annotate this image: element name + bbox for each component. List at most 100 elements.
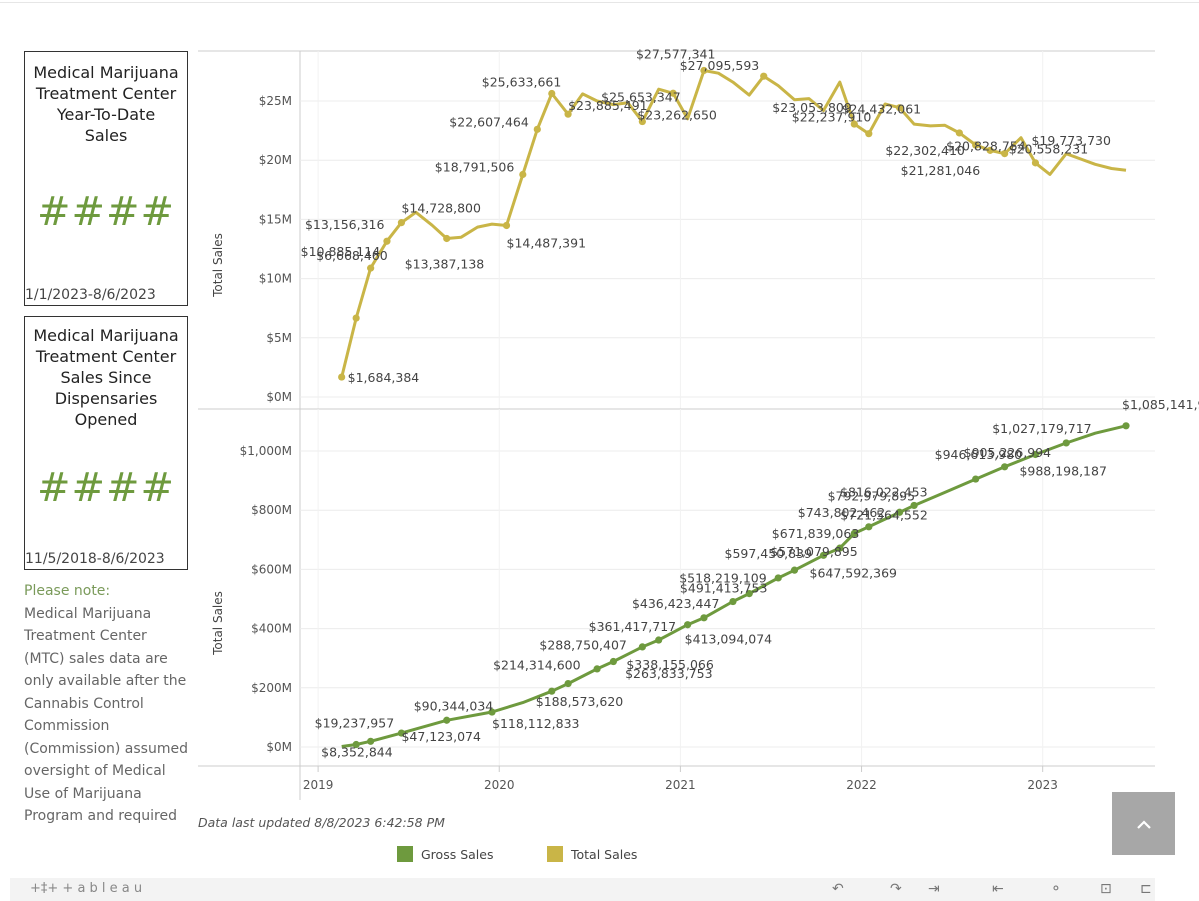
x-tick-label: 2019: [303, 778, 334, 792]
kpi-total-title-line: Sales Since: [60, 368, 152, 387]
data-label: $27,577,341: [636, 46, 716, 61]
data-point: [836, 544, 844, 552]
revert-icon[interactable]: ⇥: [928, 881, 940, 897]
data-point: [910, 501, 918, 510]
data-point: [367, 264, 375, 272]
note-line: (MTC) sales data are: [24, 650, 168, 667]
data-point: [700, 614, 708, 622]
data-point: [548, 89, 556, 98]
download-icon[interactable]: ⊡: [1100, 881, 1112, 897]
note-line: Commission: [24, 718, 110, 734]
data-point: [564, 679, 572, 688]
data-point: [638, 643, 646, 651]
undo-icon[interactable]: ↶: [832, 881, 844, 897]
note-line: (Commission) assumed: [24, 740, 188, 757]
note-line: Medical Marijuana: [24, 605, 152, 622]
kpi-total-title: Medical Marijuana Treatment Center Sales…: [25, 325, 187, 430]
data-label: $21,281,046: [901, 163, 981, 178]
note-line: Treatment Center: [24, 628, 147, 644]
fullscreen-icon[interactable]: ⊏: [1140, 881, 1152, 897]
data-point: [443, 234, 451, 243]
data-point: [700, 66, 708, 75]
data-label: $1,684,384: [348, 370, 420, 385]
data-label: $118,112,833: [492, 716, 579, 731]
kpi-ytd-card: Medical Marijuana Treatment Center Year-…: [24, 51, 188, 306]
kpi-ytd-title-line: Sales: [84, 126, 128, 145]
kpi-total-title-line: Dispensaries: [54, 389, 158, 408]
data-label: $10,885,114: [301, 244, 381, 259]
data-point: [397, 219, 406, 227]
y-tick-label: $25M: [259, 94, 292, 108]
legend-item-total[interactable]: Total Sales: [547, 846, 637, 862]
y-tick-label: $800M: [251, 503, 292, 517]
data-label: $47,123,074: [401, 729, 481, 744]
data-label: $671,839,063: [772, 526, 859, 541]
data-point: [850, 120, 858, 128]
y-tick-label: $10M: [259, 272, 292, 286]
data-point: [397, 729, 406, 737]
note-line: Program and required: [24, 808, 177, 824]
data-label: $8,352,844: [321, 745, 393, 760]
data-point: [638, 117, 646, 126]
data-point: [745, 590, 753, 598]
data-point: [955, 129, 963, 137]
data-label: $1,027,179,717: [992, 421, 1091, 436]
scroll-to-top-button[interactable]: [1112, 792, 1175, 855]
data-label: $792,979,895: [828, 488, 915, 503]
data-point: [564, 110, 572, 118]
data-point: [760, 72, 768, 80]
data-label: $19,237,957: [315, 715, 395, 730]
data-label: $214,314,600: [493, 658, 581, 673]
data-point: [1001, 149, 1009, 158]
data-point: [488, 708, 496, 716]
data-point: [1001, 463, 1009, 471]
kpi-total-range: 11/5/2018-8/6/2023: [25, 551, 165, 567]
data-label: $6,668,460: [316, 248, 388, 263]
data-label: $20,828,754: [946, 138, 1026, 153]
data-point: [865, 130, 873, 138]
data-point: [729, 597, 737, 606]
refresh-icon[interactable]: ⇤: [992, 881, 1004, 897]
data-label: $23,262,650: [637, 108, 717, 123]
data-point: [669, 89, 677, 97]
data-label: $436,423,447: [632, 596, 719, 611]
data-point: [655, 636, 663, 644]
data-label: $597,450,839: [725, 546, 813, 561]
data-label: $22,607,464: [449, 114, 529, 129]
data-label: $413,094,074: [685, 632, 773, 647]
data-point: [352, 314, 360, 322]
kpi-ytd-title-line: Treatment Center: [35, 84, 177, 103]
top-divider: [0, 2, 1199, 3]
y-tick-label: $0M: [266, 740, 292, 754]
data-point: [774, 574, 782, 582]
kpi-ytd-value: ####: [36, 189, 176, 235]
share-icon[interactable]: ⚬: [1050, 881, 1062, 897]
data-point: [609, 657, 617, 666]
data-point: [895, 508, 904, 516]
data-point: [865, 523, 873, 531]
data-label: $90,344,034: [414, 698, 494, 713]
series-line: [340, 69, 1127, 378]
note-line: only available after the: [24, 673, 187, 689]
data-point: [1062, 439, 1070, 447]
kpi-total-title-line: Opened: [74, 410, 138, 429]
data-label: $25,653,347: [601, 89, 681, 104]
redo-icon[interactable]: ↷: [890, 881, 902, 897]
y-tick-label: $1,000M: [240, 444, 292, 458]
data-label: $23,885,491: [568, 98, 648, 113]
data-point: [593, 665, 601, 673]
data-label: $24,432,061: [842, 102, 922, 117]
data-label: $361,417,717: [589, 619, 676, 634]
data-point: [1031, 159, 1040, 167]
kpi-total-title-line: Treatment Center: [35, 347, 177, 366]
data-label: $27,095,593: [680, 58, 760, 73]
data-label: $14,728,800: [401, 201, 481, 216]
legend-item-gross[interactable]: Gross Sales: [397, 846, 493, 862]
data-point: [502, 221, 511, 230]
data-point: [352, 740, 360, 749]
data-label: $13,156,316: [305, 217, 385, 232]
data-label: $338,155,066: [626, 657, 714, 672]
kpi-total-value: ####: [36, 465, 176, 511]
data-note: Please note: Medical Marijuana Treatment…: [24, 580, 194, 828]
